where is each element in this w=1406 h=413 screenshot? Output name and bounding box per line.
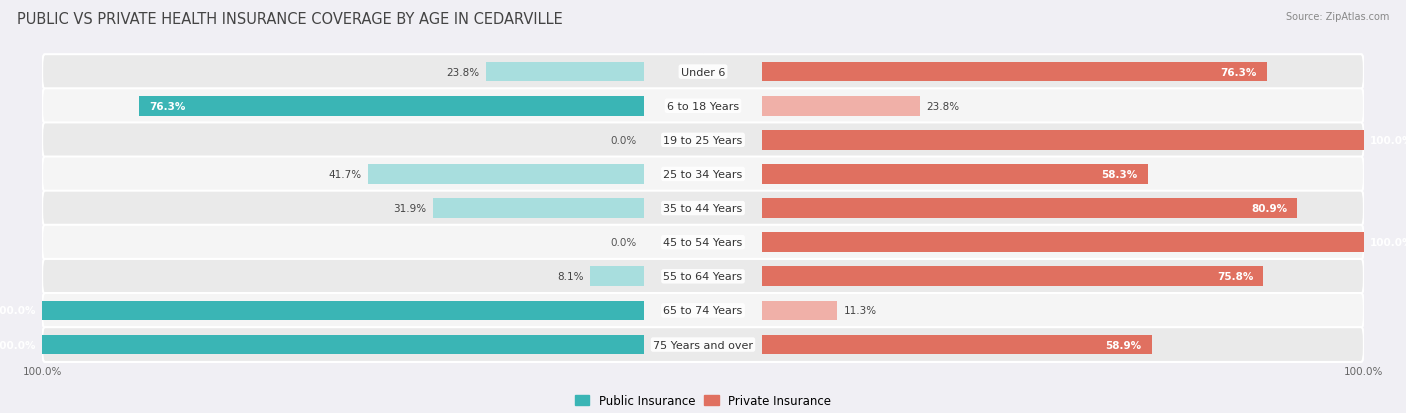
Text: 100.0%: 100.0% — [1369, 237, 1406, 247]
Text: 31.9%: 31.9% — [394, 204, 426, 214]
Text: 19 to 25 Years: 19 to 25 Years — [664, 135, 742, 145]
Bar — [591, 267, 644, 287]
Text: 6 to 18 Years: 6 to 18 Years — [666, 102, 740, 112]
FancyBboxPatch shape — [42, 328, 1364, 362]
Bar — [762, 62, 1267, 82]
Text: 11.3%: 11.3% — [844, 306, 877, 316]
Bar — [0, 335, 644, 355]
Text: 75.8%: 75.8% — [1218, 272, 1254, 282]
FancyBboxPatch shape — [42, 123, 1364, 158]
Text: 58.3%: 58.3% — [1101, 170, 1137, 180]
Bar — [762, 233, 1406, 252]
FancyBboxPatch shape — [42, 157, 1364, 192]
Text: 76.3%: 76.3% — [1220, 67, 1257, 77]
Bar — [762, 301, 837, 320]
Text: 23.8%: 23.8% — [927, 102, 959, 112]
Text: 25 to 34 Years: 25 to 34 Years — [664, 170, 742, 180]
Text: Under 6: Under 6 — [681, 67, 725, 77]
FancyBboxPatch shape — [42, 225, 1364, 260]
Text: 23.8%: 23.8% — [447, 67, 479, 77]
Text: 100.0%: 100.0% — [0, 306, 37, 316]
Bar — [368, 165, 644, 184]
Text: 65 to 74 Years: 65 to 74 Years — [664, 306, 742, 316]
Text: 75 Years and over: 75 Years and over — [652, 340, 754, 350]
Text: 35 to 44 Years: 35 to 44 Years — [664, 204, 742, 214]
Text: 58.9%: 58.9% — [1105, 340, 1142, 350]
Legend: Public Insurance, Private Insurance: Public Insurance, Private Insurance — [575, 394, 831, 407]
Text: 0.0%: 0.0% — [610, 237, 637, 247]
Bar — [762, 97, 920, 116]
Text: 0.0%: 0.0% — [610, 135, 637, 145]
FancyBboxPatch shape — [42, 89, 1364, 124]
Bar — [486, 62, 644, 82]
Text: Source: ZipAtlas.com: Source: ZipAtlas.com — [1285, 12, 1389, 22]
Bar — [762, 267, 1264, 287]
FancyBboxPatch shape — [42, 55, 1364, 90]
Bar — [762, 131, 1406, 150]
Text: 100.0%: 100.0% — [1369, 135, 1406, 145]
FancyBboxPatch shape — [42, 259, 1364, 294]
Text: 45 to 54 Years: 45 to 54 Years — [664, 237, 742, 247]
Text: 8.1%: 8.1% — [557, 272, 583, 282]
Bar — [139, 97, 644, 116]
Bar — [762, 199, 1298, 218]
Text: 55 to 64 Years: 55 to 64 Years — [664, 272, 742, 282]
Text: 76.3%: 76.3% — [149, 102, 186, 112]
Bar — [433, 199, 644, 218]
Bar — [762, 165, 1147, 184]
Text: PUBLIC VS PRIVATE HEALTH INSURANCE COVERAGE BY AGE IN CEDARVILLE: PUBLIC VS PRIVATE HEALTH INSURANCE COVER… — [17, 12, 562, 27]
Bar — [762, 335, 1152, 355]
Text: 80.9%: 80.9% — [1251, 204, 1286, 214]
Text: 100.0%: 100.0% — [0, 340, 37, 350]
FancyBboxPatch shape — [42, 293, 1364, 328]
Bar — [0, 301, 644, 320]
FancyBboxPatch shape — [42, 191, 1364, 226]
Text: 41.7%: 41.7% — [328, 170, 361, 180]
